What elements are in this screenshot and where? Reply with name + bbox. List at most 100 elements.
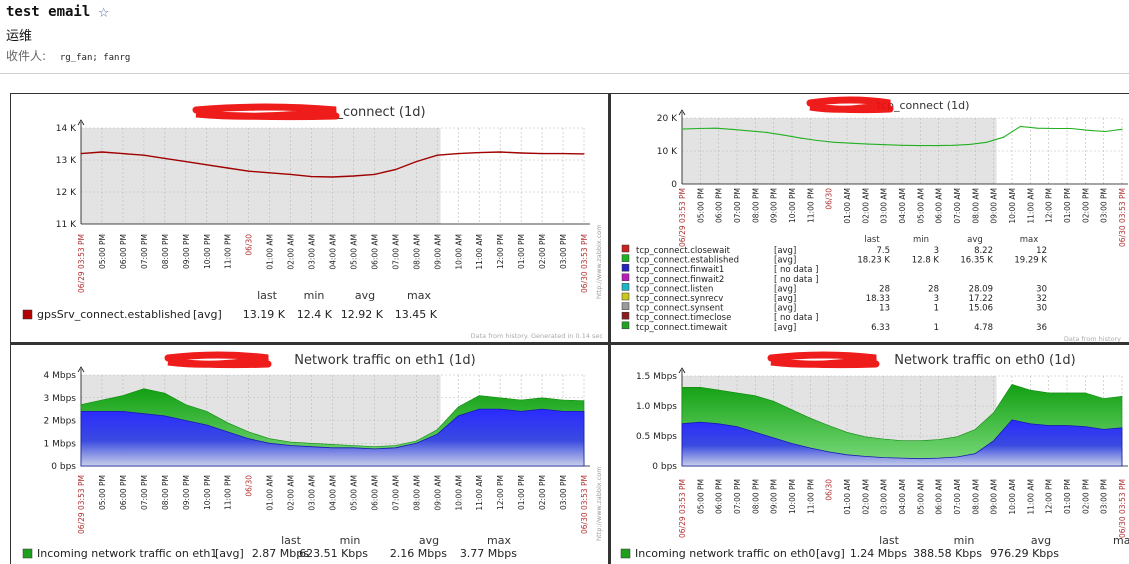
- x-tick-label: 07:00 AM: [391, 475, 400, 511]
- email-sender[interactable]: 运维: [6, 29, 33, 44]
- graph-panel-tcp-connect[interactable]: tcp_connect (1d) 20 K 10 K 0 06/29 03:53 PM 0…: [611, 94, 1129, 342]
- legend-swatch: [621, 321, 630, 330]
- x-tick-label: 06/30: [825, 479, 834, 501]
- legend-item-max: 36: [1036, 323, 1047, 333]
- data-point: [541, 153, 543, 155]
- x-tick-label: 09:00 AM: [433, 475, 442, 511]
- redaction-mark: [767, 351, 880, 369]
- x-tick-label: 06:00 PM: [715, 188, 724, 223]
- legend-item-max: 13.45 K: [395, 308, 438, 321]
- legend-item-max: 30: [1036, 304, 1047, 314]
- data-point: [331, 176, 334, 178]
- x-tick-label: 10:00 AM: [1008, 188, 1017, 224]
- star-icon[interactable]: ☆: [98, 1, 110, 22]
- redaction-mark: [806, 96, 894, 114]
- x-tick-label: 11:00 AM: [1026, 479, 1035, 515]
- x-tick-label: 06/30: [245, 234, 254, 256]
- data-point: [164, 157, 166, 159]
- x-tick-label: 01:00 PM: [1063, 188, 1072, 223]
- legend-header-min: min: [340, 534, 361, 547]
- x-tick-label: 02:00 PM: [538, 234, 547, 269]
- data-point: [833, 141, 835, 143]
- y-tick-label: 3 Mbps: [44, 394, 77, 404]
- data-point: [352, 175, 355, 177]
- legend-item-last: 2.87 Mbps: [252, 547, 309, 560]
- legend-item-func: [ no data ]: [774, 275, 818, 285]
- x-tick-label: 10:00 AM: [454, 234, 463, 270]
- legend-item-name: tcp_connect.established: [636, 256, 739, 266]
- plot-shade-day: [440, 128, 584, 224]
- redaction-mark: [164, 351, 272, 369]
- data-point: [436, 154, 438, 156]
- legend-header-max: max: [407, 289, 431, 302]
- legend-item-func: [avg]: [215, 547, 244, 560]
- legend-item-min: 12.8 K: [912, 256, 940, 266]
- x-tick-label: 07:00 AM: [391, 234, 400, 270]
- x-tick-label: 06/29 03:53 PM: [77, 475, 86, 534]
- data-point: [520, 152, 522, 154]
- x-tick-label: 03:00 AM: [880, 479, 889, 515]
- x-tick-label: 06/30: [245, 475, 254, 497]
- data-point: [986, 141, 988, 143]
- y-tick-label: 1.5 Mbps: [636, 372, 677, 382]
- x-tick-label: 05:00 PM: [98, 475, 107, 510]
- legend-item-min: 1: [934, 304, 939, 314]
- legend-header-avg: avg: [967, 235, 983, 245]
- graph-footer: Data from history: [1064, 335, 1121, 342]
- y-tick-label: 13 K: [56, 156, 77, 166]
- legend-header-min: min: [913, 235, 929, 245]
- x-tick-label: 06/29 03:53 PM: [678, 479, 687, 538]
- data-point: [1104, 130, 1106, 133]
- graphs-grid: _connect (1d) 14 K 13 K 12 K 11 K 06/29 03:53…: [10, 93, 1129, 564]
- graph-title: Network traffic on eth0 (1d): [894, 353, 1075, 368]
- legend-item-avg: 976.29 Kbps: [990, 547, 1059, 560]
- legend-item-max: 19.29 K: [1014, 256, 1047, 266]
- data-point: [799, 137, 802, 139]
- data-point: [698, 127, 700, 130]
- x-tick-label: 09:00 PM: [182, 234, 191, 269]
- legend-header-avg: avg: [419, 534, 439, 547]
- x-tick-label: 09:00 AM: [990, 188, 999, 224]
- data-point: [583, 153, 585, 155]
- legend-item-func: [ no data ]: [774, 313, 818, 323]
- data-point: [289, 173, 292, 175]
- x-tick-label: 09:00 PM: [770, 188, 779, 223]
- legend-item-avg: 4.78: [974, 323, 993, 333]
- graph-panel-eth1[interactable]: Network traffic on eth1 (1d) 4 Mbps 3 Mbps…: [11, 345, 608, 564]
- recipients-value[interactable]: rg_fan; fanrg: [59, 53, 131, 63]
- x-tick-label: 05:00 AM: [916, 479, 925, 515]
- legend-item-avg: 17.22: [969, 294, 993, 304]
- legend-item-name: Incoming network traffic on eth0: [635, 547, 815, 560]
- x-tick-label: 10:00 PM: [788, 188, 797, 223]
- x-tick-label: 06/29 03:53 PM: [77, 234, 86, 293]
- x-tick-label: 02:00 PM: [1081, 479, 1090, 514]
- legend-header-last: last: [879, 534, 900, 547]
- zabbix-credit: http://www.zabbix.com: [595, 224, 603, 299]
- y-tick-label: 0: [671, 180, 677, 190]
- x-tick-label: 09:00 AM: [990, 479, 999, 515]
- legend-item-last: 18.23 K: [857, 256, 890, 266]
- data-point: [1087, 129, 1089, 131]
- x-tick-label: 06:00 PM: [119, 475, 128, 510]
- graph-footer: Data from history. Generated in 0.14 sec: [471, 332, 604, 340]
- y-tick-label: 4 Mbps: [44, 371, 77, 381]
- graph-panel-eth0[interactable]: Network traffic on eth0 (1d) 1.5 Mbps 1.0 …: [611, 345, 1129, 564]
- recipients-row: 收件人: rg_fan; fanrg: [6, 47, 130, 64]
- legend-item-max: 32: [1036, 294, 1047, 304]
- y-tick-label: 0 bps: [652, 462, 677, 472]
- y-axis-arrow: [77, 366, 85, 373]
- x-tick-label: 04:00 AM: [898, 188, 907, 224]
- y-tick-label: 2 Mbps: [44, 417, 77, 427]
- x-tick-label: 03:00 AM: [308, 475, 317, 511]
- legend-swatch: [621, 302, 630, 310]
- x-tick-label: 11:00 AM: [475, 475, 484, 511]
- legend-item-max: 12: [1036, 246, 1047, 256]
- legend-item-avg: 12.92 K: [341, 308, 384, 321]
- x-tick-label: 10:00 PM: [203, 234, 212, 269]
- legend-item-func: [avg]: [774, 256, 796, 266]
- graph-panel-connect[interactable]: _connect (1d) 14 K 13 K 12 K 11 K 06/29 03:53…: [11, 94, 608, 342]
- legend-item-name: Incoming network traffic on eth1: [37, 547, 217, 560]
- legend-header-min: min: [304, 289, 325, 302]
- legend-item-name: tcp_connect.finwait2: [636, 275, 724, 285]
- legend-item-max: 3.77 Mbps: [460, 547, 517, 560]
